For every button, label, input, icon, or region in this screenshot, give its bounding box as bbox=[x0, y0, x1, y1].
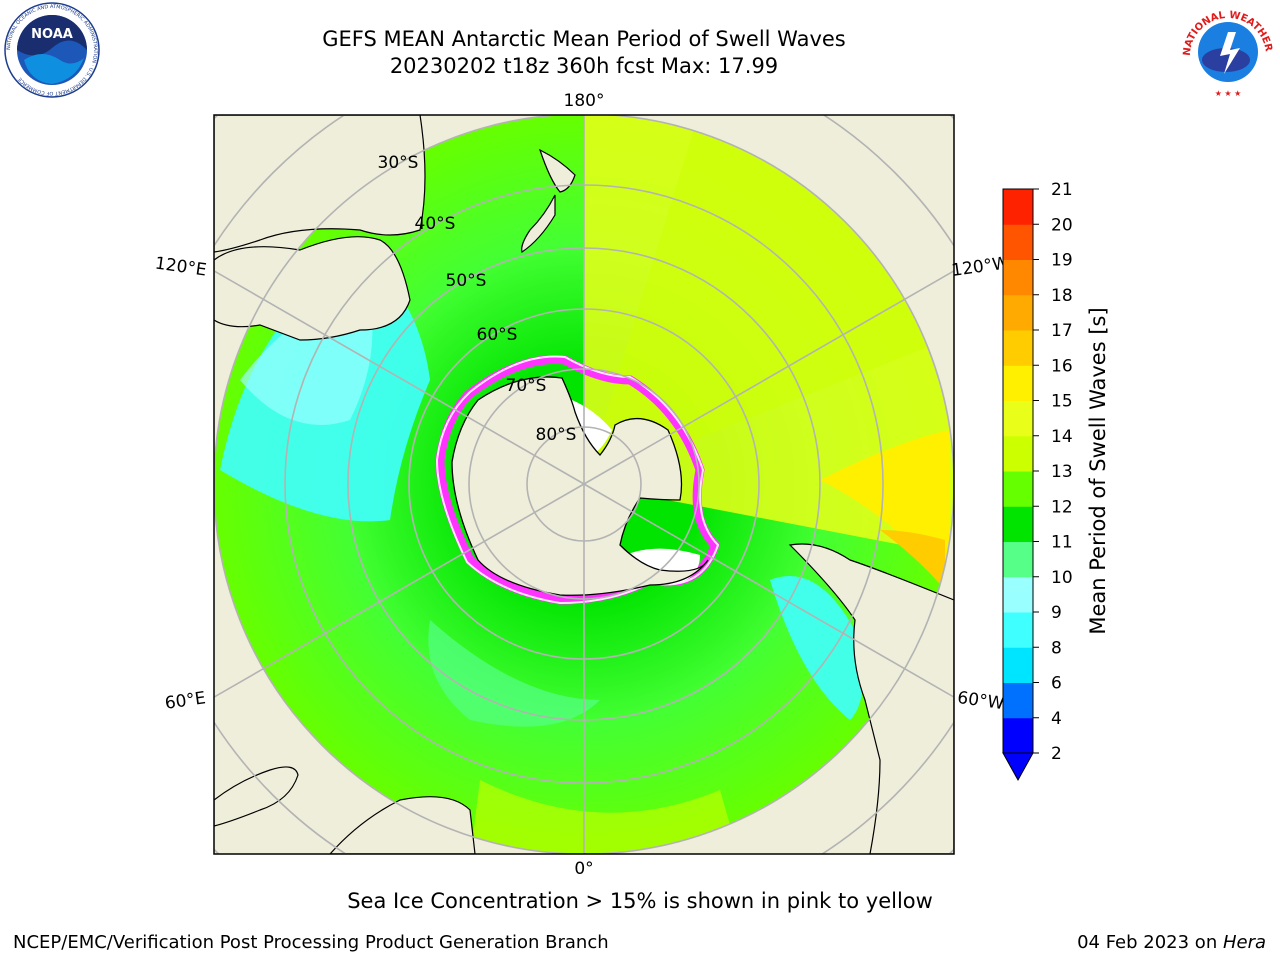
colorbar-tick-label: 11 bbox=[1051, 533, 1073, 553]
lon-label-60w: 60°W bbox=[956, 688, 1005, 714]
colorbar-segment bbox=[1003, 224, 1033, 260]
lat-label-80s: 80°S bbox=[536, 425, 577, 445]
new-zealand-south bbox=[521, 194, 556, 253]
colorbar-tick-label: 13 bbox=[1051, 462, 1073, 482]
colorbar-segment bbox=[1003, 259, 1033, 296]
colorbar-segment bbox=[1003, 400, 1033, 437]
colorbar-segment bbox=[1003, 435, 1033, 472]
colorbar-segment bbox=[1003, 682, 1033, 719]
colorbar-segment bbox=[1003, 189, 1033, 225]
new-zealand-north bbox=[538, 148, 576, 193]
colorbar-tick-label: 12 bbox=[1051, 497, 1073, 517]
australia-landmass bbox=[214, 236, 411, 341]
colorbar-tick-label: 21 bbox=[1051, 180, 1073, 200]
footer-host: Hera bbox=[1222, 932, 1266, 953]
colorbar-segment bbox=[1003, 541, 1033, 578]
lon-label-180: 180° bbox=[564, 91, 605, 111]
graticule bbox=[214, 115, 954, 854]
colorbar-segment bbox=[1003, 612, 1033, 648]
lon-label-60e: 60°E bbox=[164, 688, 207, 713]
colorbar-label: Mean Period of Swell Waves [s] bbox=[1086, 307, 1110, 634]
colorbar-tick-label: 9 bbox=[1051, 603, 1062, 623]
colorbar-tick-label: 4 bbox=[1051, 709, 1062, 729]
colorbar-tick-label: 17 bbox=[1051, 321, 1073, 341]
colorbar-segment bbox=[1003, 717, 1033, 754]
colorbar-tick-label: 6 bbox=[1051, 674, 1062, 694]
colorbar-segment bbox=[1003, 647, 1033, 683]
colorbar-tick-label: 19 bbox=[1051, 251, 1073, 271]
footer-credit: NCEP/EMC/Verification Post Processing Pr… bbox=[13, 932, 609, 953]
lat-label-30s: 30°S bbox=[378, 153, 419, 173]
lat-label-70s: 70°S bbox=[506, 376, 547, 396]
colorbar-tick-label: 2 bbox=[1051, 744, 1062, 764]
colorbar: 2 4 6 8 9 10 11 12 13 14 15 16 17 18 19 20 21 bbox=[1002, 180, 1073, 782]
lon-label-0: 0° bbox=[574, 859, 593, 879]
map-frame bbox=[213, 114, 955, 855]
colorbar-extend-arrow bbox=[1002, 752, 1034, 782]
noaa-logo: NOAA NATIONAL OCEANIC AND ATMOSPHERIC AD… bbox=[4, 2, 100, 98]
madagascar-landmass bbox=[214, 766, 299, 827]
sea-ice-note: Sea Ice Concentration > 15% is shown in … bbox=[347, 889, 933, 913]
lat-label-60s: 60°S bbox=[477, 325, 518, 345]
nws-logo: NATIONAL WEATHER SERVICE ★ ★ ★ bbox=[1178, 4, 1274, 98]
africa-landmass bbox=[329, 796, 476, 854]
colorbar-tick-label: 16 bbox=[1051, 356, 1073, 376]
chart-title: GEFS MEAN Antarctic Mean Period of Swell… bbox=[322, 27, 846, 51]
colorbar-tick-label: 15 bbox=[1051, 392, 1073, 412]
colorbar-segment bbox=[1003, 576, 1033, 613]
colorbar-tick-label: 20 bbox=[1051, 215, 1073, 235]
colorbar-segment bbox=[1003, 365, 1033, 401]
colorbar-tick-label: 18 bbox=[1051, 286, 1073, 306]
lat-label-50s: 50°S bbox=[446, 271, 487, 291]
colorbar-segment bbox=[1003, 294, 1033, 331]
svg-text:★ ★ ★: ★ ★ ★ bbox=[1215, 89, 1242, 98]
colorbar-segment bbox=[1003, 471, 1033, 507]
colorbar-tick-label: 8 bbox=[1051, 638, 1062, 658]
footer-date: 04 Feb 2023 on Hera bbox=[1077, 932, 1266, 953]
colorbar-tick-label: 14 bbox=[1051, 427, 1073, 447]
lat-label-40s: 40°S bbox=[415, 214, 456, 234]
svg-text:NOAA: NOAA bbox=[31, 27, 73, 42]
colorbar-segment bbox=[1003, 330, 1033, 366]
colorbar-tick-label: 10 bbox=[1051, 568, 1073, 588]
chart-subtitle: 20230202 t18z 360h fcst Max: 17.99 bbox=[389, 54, 779, 78]
lon-label-120e: 120°E bbox=[154, 254, 208, 281]
lon-label-120w: 120°W bbox=[950, 253, 1010, 281]
colorbar-segment bbox=[1003, 506, 1033, 542]
